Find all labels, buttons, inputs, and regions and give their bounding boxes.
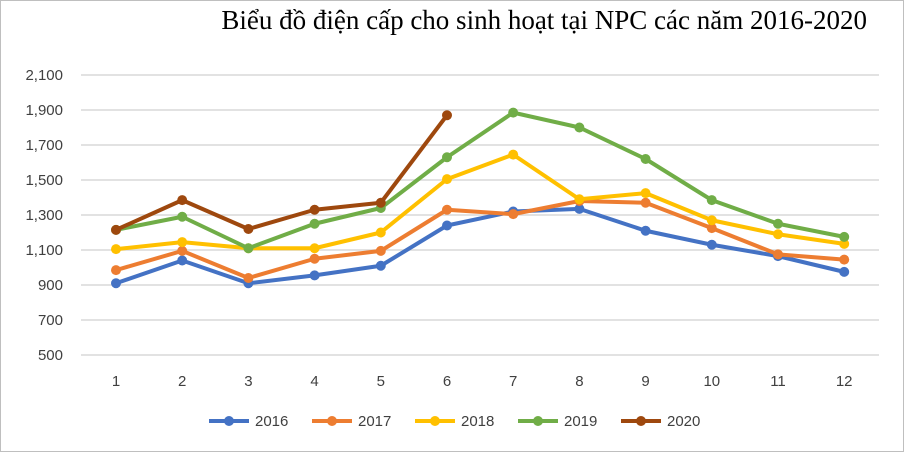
data-point [574,194,585,205]
x-tick-label: 9 [641,373,649,390]
series-line-2019 [114,110,847,251]
x-tick-label: 5 [377,373,385,390]
data-point [706,215,717,226]
data-point [243,273,254,283]
data-point [111,244,121,255]
series-2018 [111,149,850,255]
data-point [640,188,651,199]
data-point [111,278,121,289]
legend-label: 2016 [255,413,288,430]
x-tick-label: 6 [443,373,451,390]
data-point [706,239,717,250]
data-point [508,149,519,160]
data-point [839,238,850,249]
x-tick-label: 8 [575,373,583,390]
legend-marker [636,416,646,426]
data-point [375,245,386,256]
x-tick-label: 12 [836,373,853,390]
data-point [839,231,850,242]
data-point [442,204,452,215]
data-point [773,229,783,240]
data-point [375,260,386,271]
data-point [177,245,188,256]
data-point [243,224,254,234]
data-point [177,255,188,266]
legend-marker [430,416,440,426]
data-point [839,266,850,277]
data-point [574,203,585,214]
series-line-2018 [114,152,847,252]
y-tick-label: 1,100 [25,242,63,259]
data-point [111,265,121,276]
data-point [309,243,320,254]
series-2020 [111,110,452,235]
y-tick-label: 1,300 [25,207,63,224]
data-point [640,154,651,164]
data-point [243,243,254,254]
y-tick-label: 700 [38,312,63,329]
data-point [640,225,651,236]
data-point [574,122,585,133]
data-point [839,254,850,265]
data-point [177,237,188,248]
legend-label: 2017 [358,413,391,430]
data-point [442,110,452,121]
y-tick-label: 2,100 [25,67,63,84]
legend-label: 2019 [564,413,597,430]
series-line-2020 [114,113,449,232]
data-point [177,195,188,206]
x-tick-label: 10 [703,373,720,390]
legend-item-2020: 2020 [621,413,700,430]
data-point [177,211,188,222]
legend-label: 2018 [461,413,494,430]
data-point [773,249,783,260]
x-tick-label: 1 [112,373,120,390]
legend-item-2017: 2017 [312,413,391,430]
x-tick-label: 11 [770,373,786,390]
data-point [111,224,121,235]
legend-item-2018: 2018 [415,413,494,430]
data-point [309,218,320,229]
data-point [706,223,717,234]
x-tick-label: 7 [509,373,517,390]
legend-marker [533,416,543,426]
data-point [375,227,386,238]
data-point [442,152,452,163]
data-point [706,195,717,206]
data-point [309,270,320,281]
y-tick-label: 1,700 [25,137,63,154]
chart-title: Biểu đồ điện cấp cho sinh hoạt tại NPC c… [221,5,867,35]
x-tick-label: 4 [310,373,318,390]
legend-item-2019: 2019 [518,413,597,430]
y-tick-label: 1,500 [25,172,63,189]
y-tick-label: 1,900 [25,102,63,119]
x-tick-label: 2 [178,373,186,390]
legend-item-2016: 2016 [209,413,288,430]
data-point [375,197,386,208]
y-tick-label: 900 [38,277,63,294]
legend-marker [224,416,234,426]
data-point [442,174,452,185]
x-tick-label: 3 [244,373,252,390]
data-point [442,220,452,231]
series-line-2016 [114,206,847,286]
y-tick-label: 500 [38,347,63,364]
series-2019 [111,107,850,254]
data-point [773,218,783,229]
legend-label: 2020 [667,413,700,430]
data-point [309,253,320,264]
data-point [508,209,519,220]
series-line-2017 [114,199,847,280]
legend-marker [327,416,337,426]
data-point [508,107,519,118]
data-point [640,197,651,208]
data-point [309,204,320,215]
